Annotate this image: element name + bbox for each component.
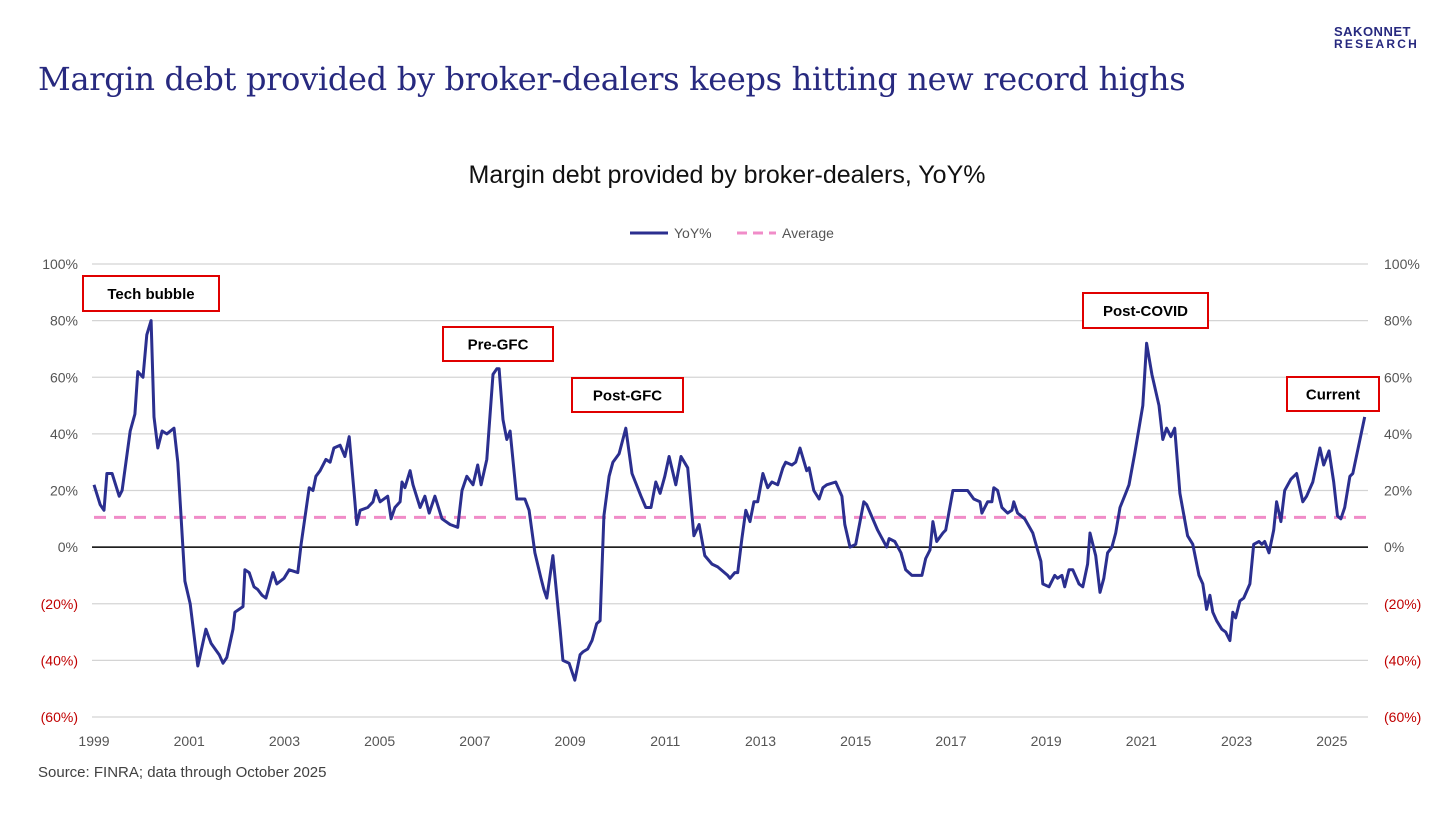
annotation-box bbox=[1082, 292, 1209, 329]
x-tick-label: 2001 bbox=[174, 733, 205, 749]
y-tick-label-right: 80% bbox=[1384, 313, 1412, 329]
y-tick-label-right: 0% bbox=[1384, 539, 1404, 555]
annotation-post-gfc: Post-GFC bbox=[571, 377, 684, 413]
y-tick-label-left: 100% bbox=[42, 256, 78, 272]
y-tick-label-left: 80% bbox=[50, 313, 78, 329]
y-tick-label-left: 60% bbox=[50, 369, 78, 385]
legend: YoY% Average bbox=[630, 225, 834, 241]
y-tick-label-right: (40%) bbox=[1384, 652, 1421, 668]
y-tick-label-right: (20%) bbox=[1384, 596, 1421, 612]
y-tick-label-left: (20%) bbox=[41, 596, 78, 612]
x-tick-label: 2011 bbox=[650, 733, 680, 749]
x-tick-label: 2017 bbox=[935, 733, 966, 749]
sakonnet-research-logo: SAKONNET RESEARCH bbox=[1334, 24, 1419, 51]
source-note: Source: FINRA; data through October 2025 bbox=[38, 764, 327, 781]
annotation-label: Current bbox=[1306, 387, 1360, 404]
annotation-tech-bubble: Tech bubble bbox=[82, 275, 220, 312]
chart-title: Margin debt provided by broker-dealers, … bbox=[469, 161, 986, 189]
annotation-label: Post-GFC bbox=[593, 388, 662, 405]
page-title: Margin debt provided by broker-dealers k… bbox=[38, 60, 1186, 98]
x-tick-label: 2005 bbox=[364, 733, 395, 749]
y-tick-label-left: 40% bbox=[50, 426, 78, 442]
y-tick-label-left: (40%) bbox=[41, 652, 78, 668]
annotation-current: Current bbox=[1286, 376, 1380, 412]
logo-line-2: RESEARCH bbox=[1334, 37, 1419, 51]
y-tick-label-left: (60%) bbox=[41, 709, 78, 725]
x-tick-label: 2009 bbox=[555, 733, 586, 749]
x-tick-label: 2013 bbox=[745, 733, 776, 749]
annotation-box bbox=[571, 377, 684, 413]
y-tick-label-right: 100% bbox=[1384, 256, 1420, 272]
x-tick-label: 2021 bbox=[1126, 733, 1157, 749]
y-tick-label-right: 40% bbox=[1384, 426, 1412, 442]
x-tick-label: 2023 bbox=[1221, 733, 1252, 749]
y-tick-label-right: 60% bbox=[1384, 369, 1412, 385]
annotation-box bbox=[82, 275, 220, 312]
annotation-box bbox=[442, 326, 554, 362]
x-tick-label: 2003 bbox=[269, 733, 300, 749]
legend-average-label: Average bbox=[782, 225, 834, 241]
y-tick-label-left: 0% bbox=[58, 539, 78, 555]
y-tick-label-left: 20% bbox=[50, 483, 78, 499]
yoy-series-line bbox=[92, 319, 1367, 682]
x-tick-label: 2025 bbox=[1316, 733, 1347, 749]
x-tick-label: 1999 bbox=[78, 733, 109, 749]
annotation-post-covid: Post-COVID bbox=[1082, 292, 1209, 329]
annotation-pre-gfc: Pre-GFC bbox=[442, 326, 554, 362]
legend-yoy-label: YoY% bbox=[674, 225, 712, 241]
annotation-label: Tech bubble bbox=[107, 286, 194, 303]
y-tick-label-right: 20% bbox=[1384, 483, 1412, 499]
x-tick-label: 2015 bbox=[840, 733, 871, 749]
x-tick-label: 2019 bbox=[1031, 733, 1062, 749]
annotation-box bbox=[1286, 376, 1380, 412]
annotation-label: Pre-GFC bbox=[468, 337, 529, 354]
logo-line-1: SAKONNET bbox=[1334, 24, 1411, 39]
annotation-label: Post-COVID bbox=[1103, 303, 1188, 320]
y-tick-label-right: (60%) bbox=[1384, 709, 1421, 725]
x-tick-label: 2007 bbox=[459, 733, 490, 749]
